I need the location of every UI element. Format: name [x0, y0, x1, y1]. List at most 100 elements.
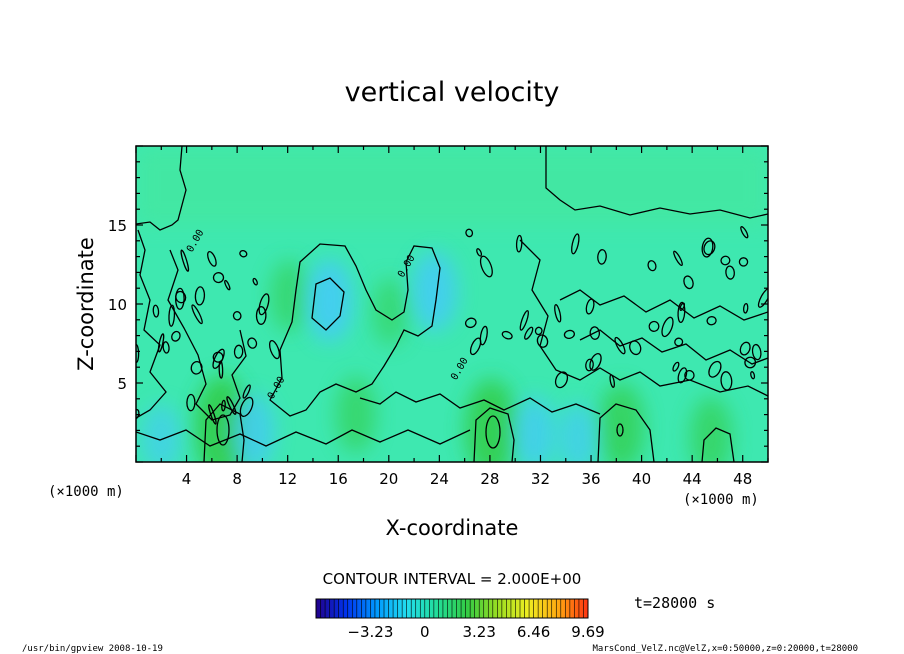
contour-cell-13 [186, 393, 196, 412]
contour-cell-73 [589, 352, 602, 371]
contour-cell-60 [725, 265, 735, 280]
contour-mid-band [359, 391, 601, 415]
contour-cell-74 [720, 255, 731, 266]
colorbar-ticks [320, 599, 584, 618]
contour-cell-51 [739, 341, 751, 356]
colorbar-tick-label: 0 [420, 623, 430, 641]
contour-cell-37 [614, 336, 626, 355]
downdraft-anomaly-4 [557, 403, 599, 462]
contour-cell-14 [190, 360, 203, 375]
contour-cell-17 [180, 249, 190, 272]
colorbar-tick-label: 3.23 [462, 623, 495, 641]
contour-cell-65 [673, 250, 683, 267]
contour-cell-46 [479, 255, 493, 278]
contour-left-inner [167, 249, 247, 421]
x-tick-label: 4 [182, 470, 192, 488]
contour-lines [136, 146, 768, 462]
time-label: t=28000 s [634, 594, 715, 612]
x-tick-label: 24 [430, 470, 449, 488]
colorbar-tick-label: 6.46 [517, 623, 550, 641]
x-unit-right: (×1000 m) [683, 492, 759, 508]
contour-cell-80 [258, 293, 270, 316]
contour-cell-61 [519, 310, 529, 331]
contour-cell-11 [152, 304, 160, 318]
x-tick-label: 48 [733, 470, 752, 488]
contour-cell-28 [501, 330, 513, 340]
contour-cell-1 [194, 286, 206, 306]
contour-cell-64 [672, 361, 680, 372]
contour-cell-33 [554, 371, 569, 389]
contour-cell-72 [703, 240, 716, 256]
velocity-anomalies [141, 251, 733, 462]
colorbar-tick-labels: −3.23 0 3.23 6.46 9.69 [347, 623, 604, 641]
contour-cell-52 [751, 343, 762, 361]
contour-cell-40 [708, 360, 722, 378]
contour-cell-12 [171, 330, 181, 342]
updraft-anomaly-1 [465, 378, 518, 462]
contour-cell-31 [585, 358, 594, 372]
contour-cell-67 [677, 367, 688, 384]
contour-cell-71 [479, 325, 488, 346]
contour-cell-41 [469, 337, 482, 356]
x-tick-label: 44 [683, 470, 702, 488]
contour-central-lobe [311, 277, 345, 331]
x-tick-label: 16 [329, 470, 348, 488]
contour-cell-59 [677, 301, 686, 324]
colorbar-tick-label: −3.23 [347, 623, 393, 641]
contour-cell-81 [268, 340, 281, 360]
contour-cell-76 [744, 356, 757, 369]
contour-cell-53 [585, 298, 595, 315]
contour-cell-68 [674, 337, 684, 347]
contour-cell-50 [465, 228, 474, 238]
updraft-anomaly-3 [335, 376, 376, 453]
contour-cell-30 [536, 334, 549, 348]
x-unit-left: (×1000 m) [48, 484, 124, 500]
contour-cell-20 [224, 279, 231, 291]
contour-cell-45 [589, 326, 601, 340]
contour-cell-36 [597, 249, 607, 265]
downdraft-anomaly-1 [411, 251, 458, 332]
downdraft-anomaly-5 [141, 404, 182, 462]
footer-right: MarsCond_VelZ.nc@VelZ,x=0:50000,z=0:2000… [592, 644, 858, 654]
contour-cell-78 [252, 277, 258, 286]
contour-cell-16 [226, 396, 237, 415]
axis-ticks [135, 145, 769, 463]
contour-cell-56 [571, 233, 580, 255]
downdraft-anomaly-0 [305, 259, 353, 343]
downdraft-anomaly-3 [512, 395, 556, 462]
x-tick-label: 32 [531, 470, 550, 488]
contour-cell-9 [191, 304, 203, 325]
x-tick-label: 36 [581, 470, 600, 488]
contour-cell-77 [232, 311, 242, 321]
contour-cell-18 [207, 251, 217, 267]
contour-cell-48 [515, 234, 523, 253]
upper-layer-field [136, 146, 768, 226]
contour-cell-66 [706, 316, 717, 326]
updraft-anomaly-6 [372, 277, 409, 346]
contour-cell-29 [720, 371, 733, 391]
contour-cell-10 [175, 287, 185, 310]
y-tick-label: 15 [108, 217, 127, 235]
contour-cell-35 [629, 340, 642, 356]
contour-left-column [136, 229, 167, 419]
contour-cell-39 [534, 326, 543, 336]
x-tick-label: 8 [232, 470, 242, 488]
y-tick-label: 5 [117, 375, 127, 393]
x-axis-label: X-coordinate [386, 516, 519, 540]
contour-cell-82 [233, 344, 244, 359]
contour-cell-38 [554, 304, 562, 323]
plot-area: 0.000.000.000.00 [136, 146, 768, 462]
contour-right-band-3 [579, 329, 768, 365]
contour-cell-57 [684, 369, 695, 381]
contour-cell-47 [743, 302, 749, 314]
x-tick-label: 40 [632, 470, 651, 488]
contour-cell-32 [683, 275, 694, 290]
contour-cell-70 [648, 320, 660, 332]
updraft-contour-8k [216, 414, 230, 446]
updraft-anomaly-5 [269, 260, 308, 333]
contour-cell-75 [750, 371, 756, 380]
updraft-anomaly-4 [690, 396, 733, 462]
contour-cell-58 [701, 237, 714, 258]
